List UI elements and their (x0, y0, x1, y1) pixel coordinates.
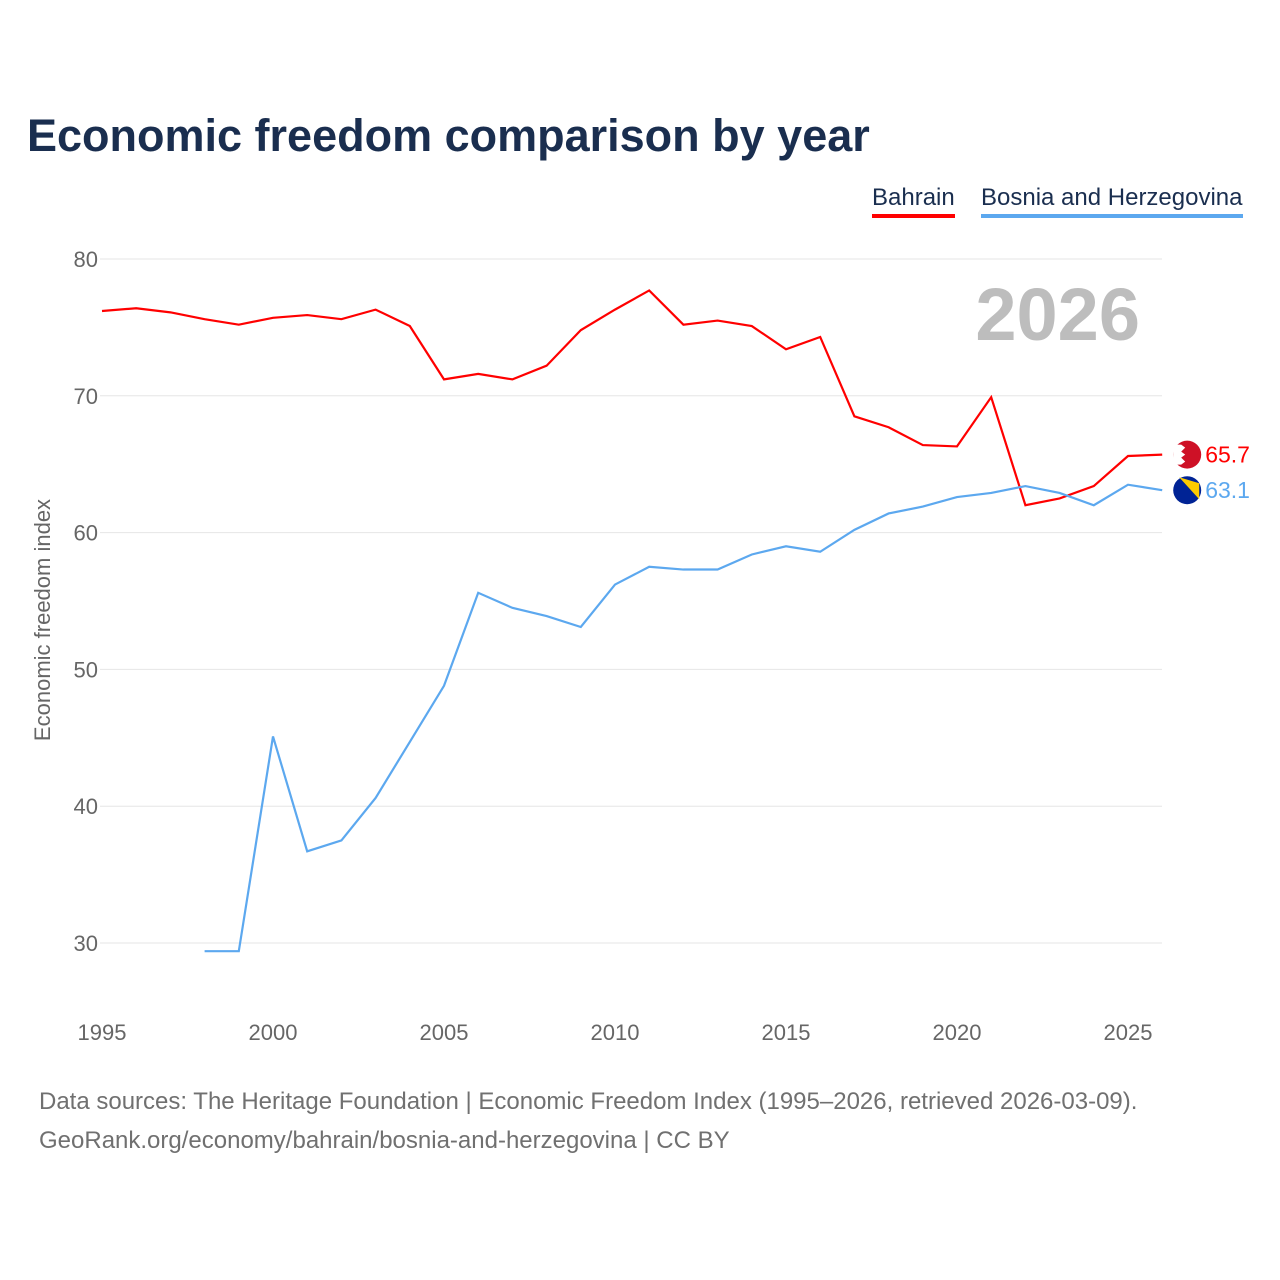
x-tick-label: 2015 (762, 1020, 811, 1045)
y-tick-label: 60 (74, 521, 98, 546)
y-tick-label: 30 (74, 931, 98, 956)
x-tick-label: 2020 (933, 1020, 982, 1045)
legend-item-bahrain[interactable]: Bahrain (872, 184, 955, 218)
end-value-label: 63.1 (1205, 477, 1250, 503)
end-value-label: 65.7 (1205, 442, 1250, 468)
x-tick-label: 2010 (591, 1020, 640, 1045)
series-line-bosnia[interactable] (204, 483, 1163, 953)
footer-attribution[interactable]: GeoRank.org/economy/bahrain/bosnia-and-h… (39, 1127, 730, 1154)
y-tick-label: 80 (74, 247, 98, 272)
x-tick-label: 1995 (78, 1020, 127, 1045)
legend-item-bosnia[interactable]: Bosnia and Herzegovina (981, 184, 1243, 218)
series-line-bahrain[interactable] (101, 289, 1163, 507)
footer-sources: Data sources: The Heritage Foundation | … (39, 1088, 1138, 1115)
chart-title: Economic freedom comparison by year (27, 110, 870, 161)
x-tick-label: 2025 (1104, 1020, 1153, 1045)
bahrain-flag-icon (1173, 440, 1202, 469)
chart-area: 30 40 50 60 70 80 1995 2000 2005 2010 2015 2020 2025… (30, 247, 1250, 1045)
bosnia-flag-icon (1173, 476, 1202, 505)
y-tick-label: 50 (74, 657, 98, 682)
year-annotation: 2026 (975, 273, 1140, 356)
y-tick-label: 40 (74, 794, 98, 819)
y-axis-label: Economic freedom index (30, 499, 55, 741)
x-tick-label: 2000 (249, 1020, 298, 1045)
y-tick-label: 70 (74, 384, 98, 409)
x-tick-label: 2005 (420, 1020, 469, 1045)
